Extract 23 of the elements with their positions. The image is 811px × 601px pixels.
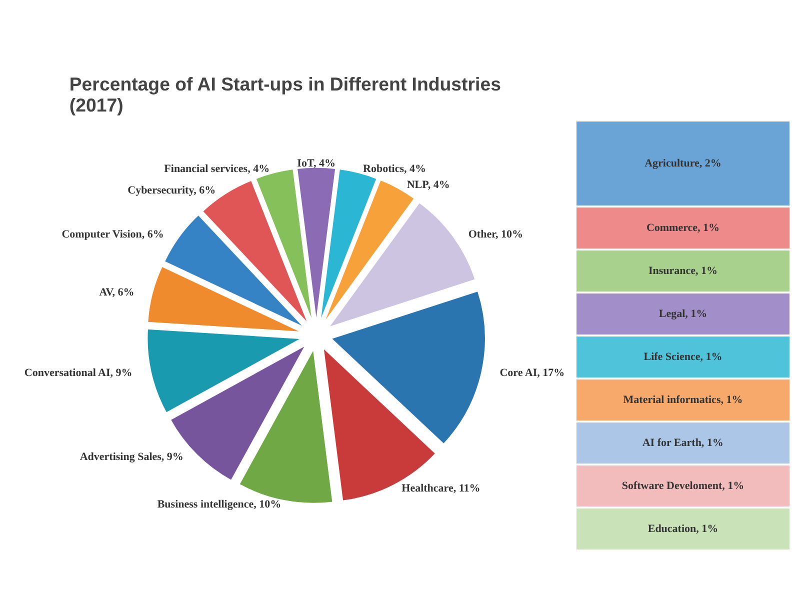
data-label: Software Develoment, 1% xyxy=(622,480,744,492)
data-label: AI for Earth, 1% xyxy=(642,437,724,449)
slice-label: Business intelligence, 10% xyxy=(157,498,282,510)
slice-label: Other, 10% xyxy=(468,228,523,240)
data-label: Material informatics, 1% xyxy=(623,394,743,406)
slice-label: AV, 6% xyxy=(99,286,134,299)
data-label: Insurance, 1% xyxy=(648,265,718,277)
slice-label: Healthcare, 11% xyxy=(402,482,480,495)
slice-label: Cybersecurity, 6% xyxy=(128,184,216,196)
slice-label: Computer Vision, 6% xyxy=(62,228,164,240)
slice-label: IoT, 4% xyxy=(297,158,336,170)
slice-label: Robotics, 4% xyxy=(363,162,426,175)
data-label: Commerce, 1% xyxy=(646,222,720,234)
slice-label: Financial services, 4% xyxy=(164,162,270,175)
data-label: Life Science, 1% xyxy=(644,351,722,363)
data-label: Education, 1% xyxy=(648,523,718,535)
chart-title: Percentage of AI Start-ups in Different Industries (2017) xyxy=(69,74,501,116)
slice-label: NLP, 4% xyxy=(406,178,450,191)
slice-label: Conversational AI, 9% xyxy=(24,367,132,380)
data-label: Legal, 1% xyxy=(658,308,708,320)
slice-label: Core AI, 17% xyxy=(500,367,565,380)
slice-label: Advertising Sales, 9% xyxy=(80,451,184,464)
data-label: Agriculture, 2% xyxy=(644,158,722,170)
